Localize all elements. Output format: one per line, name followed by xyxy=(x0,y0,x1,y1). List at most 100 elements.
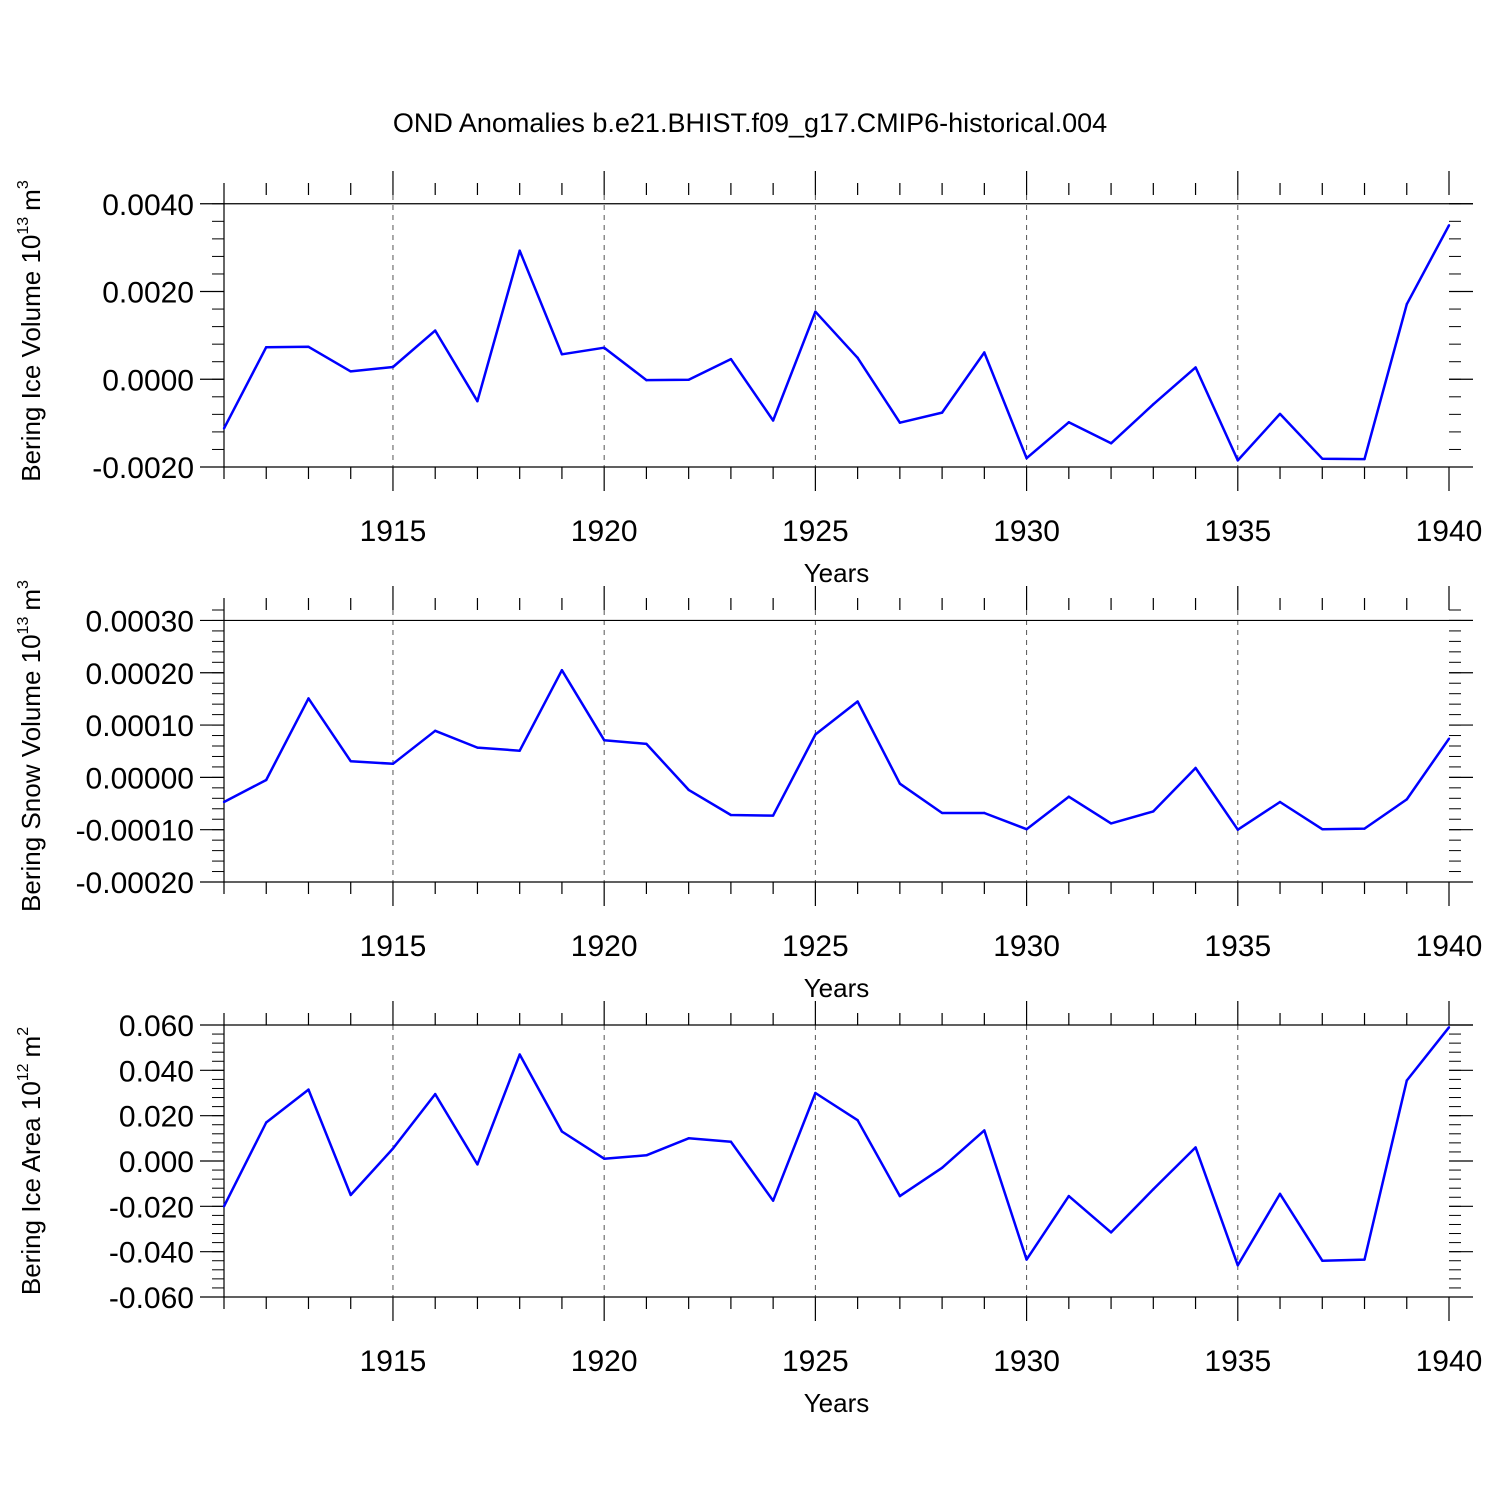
data-point-1916 xyxy=(434,729,437,733)
series-line xyxy=(223,668,1451,831)
y-axis-label-exp: 12 xyxy=(15,1063,32,1081)
data-point-1926 xyxy=(856,1119,859,1122)
data-point-1915 xyxy=(391,762,395,765)
data-point-1927 xyxy=(898,421,902,424)
y-tick-label: 0.00000 xyxy=(86,762,194,795)
x-tick-label: 1925 xyxy=(782,1345,849,1378)
data-point-1922 xyxy=(687,1137,690,1140)
y-tick-label: 0.000 xyxy=(119,1146,194,1179)
x-tick-label: 1925 xyxy=(782,930,849,963)
data-point-1913 xyxy=(307,1088,310,1091)
data-point-1924 xyxy=(771,814,775,817)
data-point-1927 xyxy=(898,1194,902,1198)
data-point-1912 xyxy=(265,346,268,349)
y-tick-label: 0.00030 xyxy=(86,605,194,638)
x-tick-label: 1920 xyxy=(571,1345,638,1378)
data-point-1931 xyxy=(1067,795,1071,798)
series-line xyxy=(222,1026,1450,1267)
panel-2: -0.00020 -0.00010 0.00000 0.00010 0.00020 0.0… xyxy=(15,580,1482,1003)
y-axis-label-text: Bering Snow Volume 10 xyxy=(16,634,46,912)
data-point-1931 xyxy=(1067,1194,1071,1198)
y-axis-label-text: Bering Ice Volume 10 xyxy=(16,235,46,482)
data-point-1940 xyxy=(1447,224,1451,227)
data-point-1921 xyxy=(645,1154,648,1157)
data-point-1932 xyxy=(1109,1231,1113,1234)
data-point-1914 xyxy=(349,1193,352,1197)
y-axis-label-unit-exp: 2 xyxy=(15,1027,32,1036)
data-point-1935 xyxy=(1236,459,1239,462)
data-point-1923 xyxy=(729,357,733,361)
y-axis-label: Bering Snow Volume 1013 m3 xyxy=(15,580,46,912)
data-point-1938 xyxy=(1363,1258,1366,1261)
y-tick-label: 0.060 xyxy=(119,1010,194,1043)
x-axis-label: Years xyxy=(804,558,870,588)
data-point-1917 xyxy=(476,399,479,403)
y-axis-label: Bering Ice Volume 1013 m3 xyxy=(15,180,46,482)
data-point-1918 xyxy=(518,249,521,252)
data-point-1926 xyxy=(856,356,859,359)
data-point-1929 xyxy=(983,351,986,354)
x-tick-label: 1920 xyxy=(571,930,638,963)
data-point-1923 xyxy=(729,1140,733,1143)
data-point-1913 xyxy=(307,697,310,700)
data-point-1926 xyxy=(856,700,859,703)
data-point-1930 xyxy=(1025,1258,1028,1261)
data-point-1916 xyxy=(434,1092,437,1096)
y-tick-label: 0.040 xyxy=(119,1055,194,1088)
y-axis-label: Bering Ice Area 1012 m2 xyxy=(15,1027,46,1295)
data-point-1928 xyxy=(940,411,944,414)
data-point-1929 xyxy=(983,1129,986,1132)
data-point-1928 xyxy=(940,811,944,815)
y-tick-label: -0.00010 xyxy=(76,815,194,848)
data-point-1924 xyxy=(771,419,775,422)
data-point-1932 xyxy=(1109,442,1113,445)
data-point-1936 xyxy=(1278,800,1282,804)
data-point-1914 xyxy=(349,370,352,373)
data-point-1937 xyxy=(1321,827,1324,831)
data-point-1912 xyxy=(265,778,268,782)
y-tick-label: -0.00020 xyxy=(76,867,194,900)
data-point-1920 xyxy=(602,1157,606,1160)
data-point-1911 xyxy=(222,800,226,804)
data-point-1939 xyxy=(1405,798,1408,801)
data-point-1939 xyxy=(1405,303,1408,306)
data-point-1917 xyxy=(476,746,479,749)
x-tick-label: 1920 xyxy=(571,515,638,548)
data-point-1929 xyxy=(983,811,986,815)
data-point-1931 xyxy=(1067,421,1071,424)
series-line xyxy=(222,224,1451,462)
x-tick-label: 1915 xyxy=(360,930,427,963)
x-tick-label: 1940 xyxy=(1416,515,1483,548)
data-point-1934 xyxy=(1194,366,1197,369)
x-axis-label: Years xyxy=(804,1388,870,1418)
panel-1: -0.0020 0.0000 0.0020 0.0040 1915 1920 1925 193… xyxy=(15,171,1482,588)
y-tick-label: 0.0020 xyxy=(102,277,194,310)
y-axis-label-unit-exp: 3 xyxy=(15,180,32,189)
y-axis-label-unit: m xyxy=(16,189,46,211)
data-point-1911 xyxy=(222,1205,226,1208)
y-axis-label-unit: m xyxy=(16,589,46,611)
y-tick-label: -0.020 xyxy=(109,1191,194,1224)
data-point-1918 xyxy=(518,749,521,752)
panels: -0.0020 0.0000 0.0020 0.0040 1915 1920 1925 193… xyxy=(15,171,1482,1418)
data-point-1933 xyxy=(1152,403,1155,406)
data-point-1933 xyxy=(1152,810,1155,813)
data-point-1914 xyxy=(349,759,352,763)
data-point-1933 xyxy=(1152,1188,1155,1191)
y-axis-label-unit-exp: 3 xyxy=(15,580,32,589)
y-tick-label: 0.020 xyxy=(119,1101,194,1134)
data-point-1925 xyxy=(814,310,817,313)
data-point-1934 xyxy=(1194,766,1197,770)
data-point-1916 xyxy=(434,329,437,332)
y-axis-label-exp: 13 xyxy=(15,217,32,235)
data-point-1911 xyxy=(222,427,226,430)
data-point-1919 xyxy=(560,1130,564,1133)
x-tick-label: 1935 xyxy=(1204,515,1271,548)
data-point-1924 xyxy=(771,1199,775,1202)
data-point-1928 xyxy=(940,1166,944,1170)
data-point-1921 xyxy=(645,742,648,746)
y-tick-label: -0.0020 xyxy=(92,452,194,485)
y-tick-label: 0.00020 xyxy=(86,658,194,691)
